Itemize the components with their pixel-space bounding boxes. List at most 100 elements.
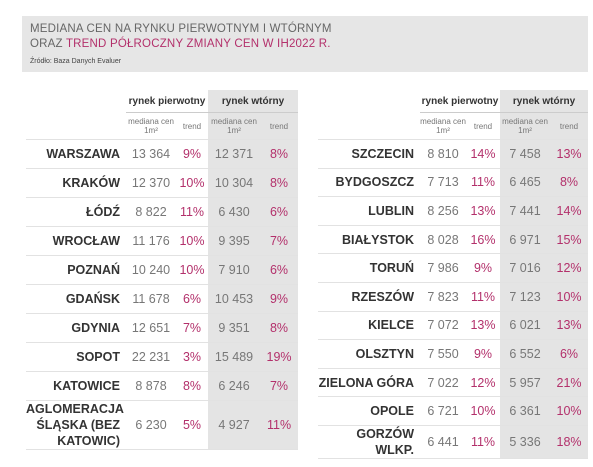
- row: OPOLE 6 721 10% 6 361 10%: [318, 396, 589, 426]
- subheader: trend: [550, 112, 589, 140]
- group-header: rynek pierwotny: [126, 90, 209, 113]
- trend: 10%: [176, 255, 209, 285]
- city: OPOLE: [318, 396, 420, 426]
- trend: 14%: [550, 196, 589, 226]
- trend: 9%: [466, 253, 501, 283]
- row: BIAŁYSTOK 8 028 16% 6 971 15%: [318, 225, 589, 255]
- blank: [26, 112, 126, 140]
- trend: 10%: [466, 396, 501, 426]
- row: GDYNIA 12 651 7% 9 351 8%: [26, 313, 299, 343]
- median-price: 7 823: [420, 282, 466, 312]
- trend: 13%: [466, 311, 501, 341]
- row: WARSZAWA 13 364 9% 12 371 8%: [26, 139, 299, 169]
- median-price: 6 465: [500, 168, 551, 198]
- median-price: 10 453: [208, 284, 261, 314]
- row: SZCZECIN 8 810 14% 7 458 13%: [318, 139, 589, 169]
- row: GORZÓW WLKP. 6 441 11% 5 336 18%: [318, 425, 589, 459]
- median-price: 9 351: [208, 313, 261, 343]
- trend: 10%: [176, 168, 209, 198]
- row: KATOWICE 8 878 8% 6 246 7%: [26, 371, 299, 401]
- median-price: 8 028: [420, 225, 466, 255]
- median-price: 4 927: [208, 400, 261, 450]
- median-price: 10 304: [208, 168, 261, 198]
- median-price: 9 395: [208, 226, 261, 256]
- trend: 8%: [260, 168, 299, 198]
- median-price: 8 810: [420, 139, 466, 169]
- city: BIAŁYSTOK: [318, 225, 420, 255]
- trend: 10%: [550, 282, 589, 312]
- title-prefix: ORAZ: [30, 38, 63, 50]
- row: ZIELONA GÓRA 7 022 12% 5 957 21%: [318, 368, 589, 398]
- median-price: 7 458: [500, 139, 551, 169]
- median-price: 10 240: [126, 255, 176, 285]
- row: KRAKÓW 12 370 10% 10 304 8%: [26, 168, 299, 198]
- trend: 13%: [550, 311, 589, 341]
- median-price: 8 822: [126, 197, 176, 227]
- trend: 11%: [466, 425, 501, 459]
- median-price: 7 072: [420, 311, 466, 341]
- median-price: 6 721: [420, 396, 466, 426]
- price-table: rynek pierwotny rynek wtórny mediana cen 1…: [318, 90, 589, 459]
- median-price: 5 957: [500, 368, 551, 398]
- trend: 18%: [550, 425, 589, 459]
- group-row: rynek pierwotny rynek wtórny: [26, 90, 299, 113]
- group-header: rynek pierwotny: [420, 90, 501, 113]
- row: WROCŁAW 11 176 10% 9 395 7%: [26, 226, 299, 256]
- city: SOPOT: [26, 342, 126, 372]
- city: ŁÓDŹ: [26, 197, 126, 227]
- row: TORUŃ 7 986 9% 7 016 12%: [318, 253, 589, 283]
- row: RZESZÓW 7 823 11% 7 123 10%: [318, 282, 589, 312]
- median-price: 6 230: [126, 400, 176, 450]
- group-row: rynek pierwotny rynek wtórny: [318, 90, 589, 113]
- city: TORUŃ: [318, 253, 420, 283]
- median-price: 7 123: [500, 282, 551, 312]
- trend: 15%: [550, 225, 589, 255]
- blank: [26, 90, 126, 113]
- row: ŁÓDŹ 8 822 11% 6 430 6%: [26, 197, 299, 227]
- median-price: 12 651: [126, 313, 176, 343]
- median-price: 7 986: [420, 253, 466, 283]
- city: GDAŃSK: [26, 284, 126, 314]
- median-price: 5 336: [500, 425, 551, 459]
- median-price: 12 370: [126, 168, 176, 198]
- title-line: ORAZ TREND PÓŁROCZNY ZMIANY CEN W IH2022…: [30, 38, 331, 50]
- subheader: trend: [176, 112, 209, 140]
- city: WROCŁAW: [26, 226, 126, 256]
- subheader: mediana cen 1m²: [208, 112, 261, 140]
- city: KIELCE: [318, 311, 420, 341]
- trend: 8%: [260, 139, 299, 169]
- row: BYDGOSZCZ 7 713 11% 6 465 8%: [318, 168, 589, 198]
- median-price: 7 016: [500, 253, 551, 283]
- trend: 10%: [550, 396, 589, 426]
- row: AGLOMERACJA ŚLĄSKA (BEZ KATOWIC) 6 230 5% 4…: [26, 400, 299, 450]
- trend: 11%: [466, 282, 501, 312]
- median-price: 7 713: [420, 168, 466, 198]
- median-price: 22 231: [126, 342, 176, 372]
- trend: 19%: [260, 342, 299, 372]
- median-price: 8 256: [420, 196, 466, 226]
- median-price: 8 878: [126, 371, 176, 401]
- row: OLSZTYN 7 550 9% 6 552 6%: [318, 339, 589, 369]
- trend: 16%: [466, 225, 501, 255]
- trend: 8%: [550, 168, 589, 198]
- city: SZCZECIN: [318, 139, 420, 169]
- city: AGLOMERACJA ŚLĄSKA (BEZ KATOWIC): [26, 400, 126, 450]
- median-price: 7 910: [208, 255, 261, 285]
- subheader-row: mediana cen 1m² trend mediana cen 1m² trend: [318, 112, 589, 140]
- median-price: 11 678: [126, 284, 176, 314]
- trend: 12%: [466, 368, 501, 398]
- trend: 9%: [466, 339, 501, 369]
- city: ZIELONA GÓRA: [318, 368, 420, 398]
- city: WARSZAWA: [26, 139, 126, 169]
- subheader: mediana cen 1m²: [420, 112, 466, 140]
- blank: [318, 112, 420, 140]
- trend: 7%: [176, 313, 209, 343]
- trend: 3%: [176, 342, 209, 372]
- row: GDAŃSK 11 678 6% 10 453 9%: [26, 284, 299, 314]
- median-price: 6 441: [420, 425, 466, 459]
- city: KATOWICE: [26, 371, 126, 401]
- city: RZESZÓW: [318, 282, 420, 312]
- city: OLSZTYN: [318, 339, 420, 369]
- source: Źródło: Baza Danych Evaluer: [30, 58, 122, 65]
- trend: 5%: [176, 400, 209, 450]
